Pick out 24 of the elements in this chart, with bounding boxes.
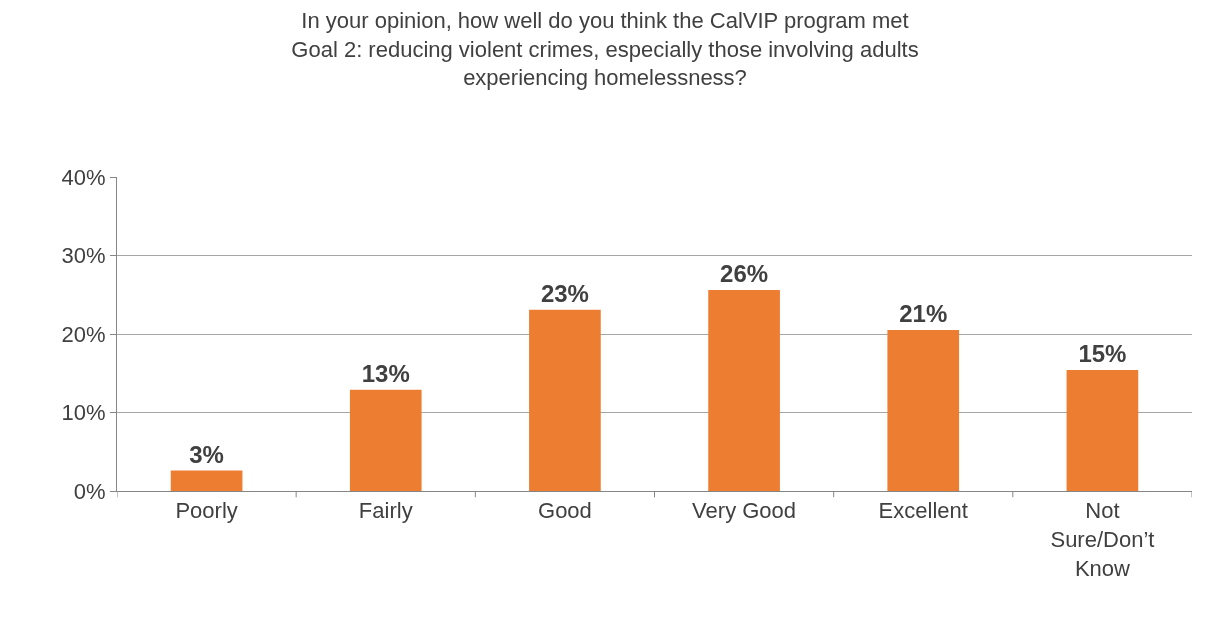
chart-title: In your opinion, how well do you think the CalVIP program met Goal 2: reducing violent crimes, especially those involving adults experiencing homelessness? — [291, 8, 919, 91]
data-label: 21% — [899, 300, 948, 328]
x-tick-label: Fairly — [358, 498, 413, 524]
bar — [708, 290, 780, 491]
y-tick-label: 30% — [61, 243, 106, 269]
bar — [887, 330, 960, 491]
x-tick-label: Poorly — [175, 498, 238, 524]
y-tick-label: 20% — [61, 321, 106, 347]
data-label: 23% — [540, 279, 589, 307]
x-tick-label: Very Good — [692, 498, 797, 524]
bar — [349, 389, 422, 491]
data-label: 13% — [361, 359, 410, 387]
y-tick-label: 0% — [73, 478, 106, 504]
data-label: 3% — [189, 440, 224, 468]
x-tick-label: Good — [538, 498, 592, 524]
data-label: 15% — [1078, 340, 1127, 368]
x-tick-label: Not Sure/Don’t Know — [1050, 498, 1155, 581]
data-label: 26% — [720, 260, 769, 288]
bar — [529, 309, 601, 491]
bar — [1066, 370, 1139, 491]
x-tick-label: Excellent — [878, 498, 968, 524]
bar — [170, 470, 243, 491]
y-tick-label: 40% — [61, 164, 106, 190]
y-tick-label: 10% — [61, 400, 106, 426]
